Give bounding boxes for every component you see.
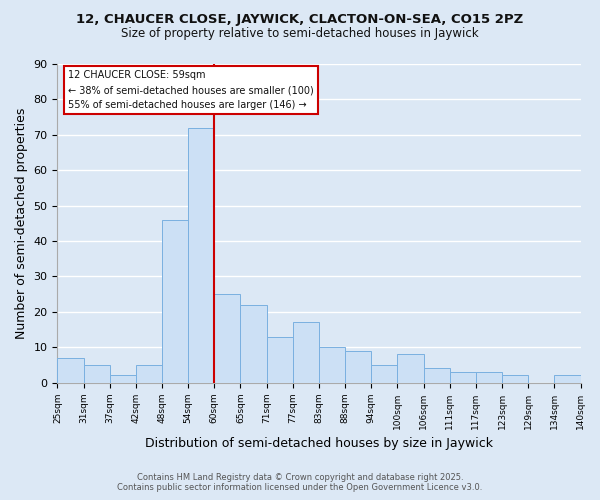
Bar <box>554 376 581 382</box>
Bar <box>424 368 450 382</box>
Text: Contains HM Land Registry data © Crown copyright and database right 2025.
Contai: Contains HM Land Registry data © Crown c… <box>118 473 482 492</box>
Bar <box>83 365 110 382</box>
Text: 12, CHAUCER CLOSE, JAYWICK, CLACTON-ON-SEA, CO15 2PZ: 12, CHAUCER CLOSE, JAYWICK, CLACTON-ON-S… <box>76 12 524 26</box>
X-axis label: Distribution of semi-detached houses by size in Jaywick: Distribution of semi-detached houses by … <box>145 437 493 450</box>
Y-axis label: Number of semi-detached properties: Number of semi-detached properties <box>15 108 28 339</box>
Bar <box>241 304 266 382</box>
Bar <box>502 376 528 382</box>
Bar <box>162 220 188 382</box>
Bar <box>58 358 83 382</box>
Bar <box>110 376 136 382</box>
Text: 12 CHAUCER CLOSE: 59sqm
← 38% of semi-detached houses are smaller (100)
55% of s: 12 CHAUCER CLOSE: 59sqm ← 38% of semi-de… <box>68 70 314 110</box>
Bar <box>397 354 424 382</box>
Bar <box>371 365 397 382</box>
Bar <box>293 322 319 382</box>
Bar <box>188 128 214 382</box>
Bar <box>450 372 476 382</box>
Bar <box>266 336 293 382</box>
Bar <box>345 350 371 382</box>
Bar <box>136 365 162 382</box>
Bar <box>476 372 502 382</box>
Text: Size of property relative to semi-detached houses in Jaywick: Size of property relative to semi-detach… <box>121 28 479 40</box>
Bar <box>214 294 241 382</box>
Bar <box>319 347 345 382</box>
